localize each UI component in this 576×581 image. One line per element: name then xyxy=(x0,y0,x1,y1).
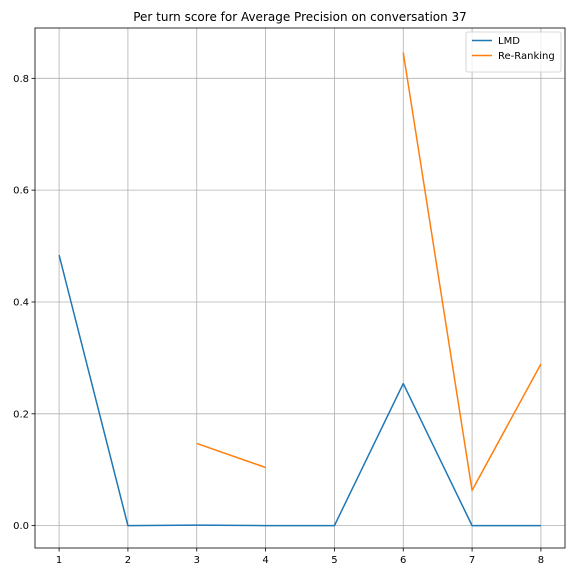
grid xyxy=(35,28,565,548)
x-tick-label: 8 xyxy=(538,555,544,566)
x-tick-label: 7 xyxy=(469,555,475,566)
x-tick-label: 1 xyxy=(56,555,62,566)
series-line-re-ranking xyxy=(402,52,542,492)
y-tick-label: 0.6 xyxy=(13,186,29,197)
plot-frame xyxy=(34,27,566,549)
legend-label: LMD xyxy=(498,36,520,47)
legend-box xyxy=(465,31,562,73)
x-tick-label: 4 xyxy=(262,555,268,566)
x-tick-label: 6 xyxy=(400,555,406,566)
x-tick-label: 2 xyxy=(125,555,131,566)
series-line-re-ranking xyxy=(196,442,266,469)
legend: LMD Re-Ranking xyxy=(465,31,562,73)
y-tick-label: 0.0 xyxy=(13,521,29,532)
y-tick-label: 0.2 xyxy=(13,409,29,420)
chart-title: Per turn score for Average Precision on … xyxy=(133,10,467,24)
x-tick-label: 3 xyxy=(194,555,200,566)
series-lines xyxy=(58,52,542,527)
axis-ticks: 1 2 3 4 5 6 7 8 0.0 0.2 0.4 0.6 0.8 xyxy=(13,74,544,566)
y-tick-label: 0.4 xyxy=(13,297,29,308)
x-tick-label: 5 xyxy=(331,555,337,566)
series-line-lmd xyxy=(58,254,541,527)
y-tick-label: 0.8 xyxy=(13,74,29,85)
legend-label: Re-Ranking xyxy=(498,51,555,62)
